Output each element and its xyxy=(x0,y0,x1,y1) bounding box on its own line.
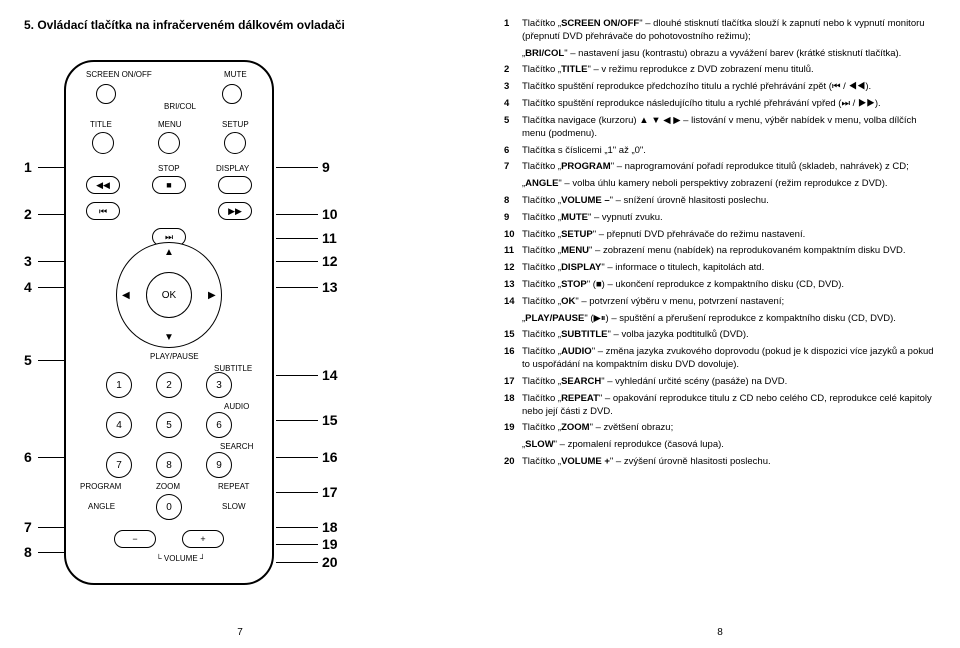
page-right: 1Tlačítko „SCREEN ON/OFF" – dlouhé stisk… xyxy=(480,0,960,648)
item-14: 14Tlačítko „OK" – potvrzení výběru v men… xyxy=(504,296,936,309)
callout-right-17: 17 xyxy=(322,484,338,500)
ok-button[interactable]: OK xyxy=(146,272,192,318)
callout-right-12: 12 xyxy=(322,253,338,269)
callout-right-18: 18 xyxy=(322,519,338,535)
callout-right-10: 10 xyxy=(322,206,338,222)
callout-left-5: 5 xyxy=(24,352,32,368)
callout-right-16: 16 xyxy=(322,449,338,465)
page-left: 5. Ovládací tlačítka na infračerveném dá… xyxy=(0,0,480,648)
item-5: 5Tlačítka navigace (kurzoru) ▲ ▼ ◀ ▶ – l… xyxy=(504,115,936,141)
page-num-left: 7 xyxy=(237,627,243,638)
item-8: 8Tlačítko „VOLUME –" – snížení úrovně hl… xyxy=(504,195,936,208)
num-1[interactable]: 1 xyxy=(106,372,132,398)
callout-right-9: 9 xyxy=(322,159,330,175)
callout-right-15: 15 xyxy=(322,412,338,428)
callout-left-2: 2 xyxy=(24,206,32,222)
num-6[interactable]: 6 xyxy=(206,412,232,438)
setup-button[interactable] xyxy=(224,132,246,154)
item-1: 1Tlačítko „SCREEN ON/OFF" – dlouhé stisk… xyxy=(504,18,936,44)
callout-right-13: 13 xyxy=(322,279,338,295)
remote-wrapper: SCREEN ON/OFF MUTE BRI/COL TITLE MENU SE… xyxy=(24,42,454,612)
num-4[interactable]: 4 xyxy=(106,412,132,438)
callout-right-19: 19 xyxy=(322,536,338,552)
item-18: 18Tlačítko „REPEAT" – opakování reproduk… xyxy=(504,393,936,419)
num-3[interactable]: 3 xyxy=(206,372,232,398)
callout-left-6: 6 xyxy=(24,449,32,465)
title-button[interactable] xyxy=(92,132,114,154)
fwd-button[interactable]: ▶▶ xyxy=(218,202,252,220)
item-3: 3Tlačítko spuštění reprodukce předchozíh… xyxy=(504,81,936,94)
num-2[interactable]: 2 xyxy=(156,372,182,398)
item-11: 11Tlačítko „MENU" – zobrazení menu (nabí… xyxy=(504,245,936,258)
left-arrow[interactable]: ◀ xyxy=(122,290,130,301)
callout-left-4: 4 xyxy=(24,279,32,295)
stop-button[interactable]: ■ xyxy=(152,176,186,194)
num-5[interactable]: 5 xyxy=(156,412,182,438)
item-10: 10Tlačítko „SETUP" – přepnutí DVD přehrá… xyxy=(504,229,936,242)
callout-left-3: 3 xyxy=(24,253,32,269)
down-arrow[interactable]: ▼ xyxy=(164,332,174,343)
up-arrow[interactable]: ▲ xyxy=(164,247,174,258)
item-12: 12Tlačítko „DISPLAY" – informace o titul… xyxy=(504,262,936,275)
callout-right-11: 11 xyxy=(322,230,337,246)
callout-left-1: 1 xyxy=(24,159,32,175)
prev-button[interactable]: ⏮ xyxy=(86,202,120,220)
num-7[interactable]: 7 xyxy=(106,452,132,478)
item-2: 2Tlačítko „TITLE" – v režimu reprodukce … xyxy=(504,64,936,77)
page-num-right: 8 xyxy=(717,627,723,638)
remote-outline: SCREEN ON/OFF MUTE BRI/COL TITLE MENU SE… xyxy=(64,42,274,602)
item-15: 15Tlačítko „SUBTITLE" – volba jazyka pod… xyxy=(504,329,936,342)
callout-left-7: 7 xyxy=(24,519,32,535)
menu-button[interactable] xyxy=(158,132,180,154)
item-20: 20Tlačítko „VOLUME +" – zvýšení úrovně h… xyxy=(504,456,936,469)
right-arrow[interactable]: ▶ xyxy=(208,290,216,301)
num-8[interactable]: 8 xyxy=(156,452,182,478)
mute-button[interactable] xyxy=(222,84,242,104)
callout-right-20: 20 xyxy=(322,554,338,570)
item-16: 16Tlačítko „AUDIO" – změna jazyka zvukov… xyxy=(504,346,936,372)
callout-left-8: 8 xyxy=(24,544,32,560)
callout-right-14: 14 xyxy=(322,367,338,383)
item-6: 6Tlačítka s číslicemi „1" až „0". xyxy=(504,145,936,158)
num-0[interactable]: 0 xyxy=(156,494,182,520)
item-19: 19Tlačítko „ZOOM" – zvětšení obrazu; xyxy=(504,422,936,435)
screen-button[interactable] xyxy=(96,84,116,104)
item-4: 4Tlačítko spuštění reprodukce následujíc… xyxy=(504,98,936,111)
item-13: 13Tlačítko „STOP" (■) – ukončení reprodu… xyxy=(504,279,936,292)
rew-button[interactable]: ◀◀ xyxy=(86,176,120,194)
vol-up[interactable]: + xyxy=(182,530,224,548)
page-title: 5. Ovládací tlačítka na infračerveném dá… xyxy=(24,18,456,32)
item-9: 9Tlačítko „MUTE" – vypnutí zvuku. xyxy=(504,212,936,225)
items-list: 1Tlačítko „SCREEN ON/OFF" – dlouhé stisk… xyxy=(504,18,936,469)
num-9[interactable]: 9 xyxy=(206,452,232,478)
vol-down[interactable]: − xyxy=(114,530,156,548)
display-button[interactable] xyxy=(218,176,252,194)
item-7: 7Tlačítko „PROGRAM" – naprogramování poř… xyxy=(504,161,936,174)
item-17: 17Tlačítko „SEARCH" – vyhledání určité s… xyxy=(504,376,936,389)
